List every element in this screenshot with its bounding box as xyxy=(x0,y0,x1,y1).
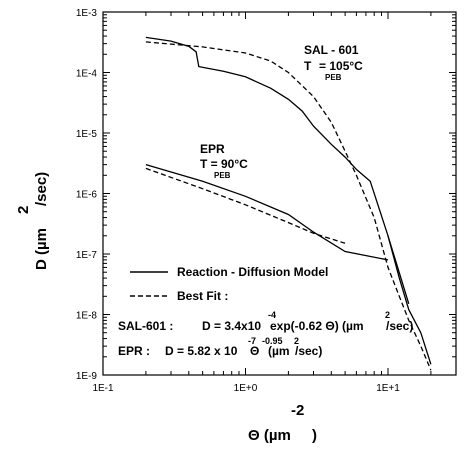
series-line-0 xyxy=(145,36,410,304)
y-tick-label: 1E-5 xyxy=(76,129,98,140)
svg-text:/sec): /sec) xyxy=(295,344,322,358)
series-group xyxy=(145,36,432,371)
series-line-4 xyxy=(387,235,432,365)
x-tick-label: 1E-1 xyxy=(92,383,114,394)
svg-text:/sec): /sec) xyxy=(386,319,413,333)
svg-text:PEB: PEB xyxy=(325,73,342,82)
svg-text:PEB: PEB xyxy=(214,171,231,180)
svg-text:SAL-601 :: SAL-601 : xyxy=(118,319,173,333)
svg-text:Reaction - Diffusion Model: Reaction - Diffusion Model xyxy=(177,265,328,279)
svg-text:): ) xyxy=(312,427,317,444)
svg-text:2: 2 xyxy=(15,206,32,214)
svg-text:T = 90°C: T = 90°C xyxy=(200,157,248,171)
svg-text:-2: -2 xyxy=(291,402,304,419)
svg-text:Best Fit :: Best Fit : xyxy=(177,289,228,303)
y-tick-label: 1E-4 xyxy=(76,69,98,80)
series-line-3 xyxy=(145,167,346,244)
svg-text:= 105°C: = 105°C xyxy=(319,59,363,73)
svg-text:2: 2 xyxy=(294,336,299,346)
series-line-2 xyxy=(145,163,389,261)
svg-text:EPR: EPR xyxy=(200,142,225,156)
x-tick-label: 1E+1 xyxy=(376,383,400,394)
svg-text:SAL - 601: SAL - 601 xyxy=(304,43,359,57)
svg-text:(µm: (µm xyxy=(268,344,290,358)
svg-text:Θ (µm: Θ (µm xyxy=(248,427,291,444)
y-axis-ticks: 1E-3 1E-4 1E-5 1E-6 1E-7 1E-8 1E-9 xyxy=(76,8,456,382)
svg-text:Θ: Θ xyxy=(250,344,259,358)
svg-text:2: 2 xyxy=(385,310,390,320)
svg-text:-7: -7 xyxy=(248,336,256,346)
svg-text:-4: -4 xyxy=(268,310,276,320)
y-tick-label: 1E-7 xyxy=(76,250,98,261)
epr-equation: EPR : D = 5.82 x 10 -7 Θ -0.95 (µm 2 /se… xyxy=(118,336,322,358)
x-axis-label: Θ (µm ) -2 xyxy=(248,402,317,444)
svg-text:exp(-0.62 Θ) (µm: exp(-0.62 Θ) (µm xyxy=(270,319,364,333)
svg-text:D = 5.82 x 10: D = 5.82 x 10 xyxy=(165,344,238,358)
y-tick-label: 1E-8 xyxy=(76,311,98,322)
legend: Reaction - Diffusion Model Best Fit : xyxy=(130,265,328,303)
svg-text:-0.95: -0.95 xyxy=(262,336,283,346)
x-axis-ticks: 1E-1 1E+0 1E+1 xyxy=(92,12,457,394)
svg-text:T: T xyxy=(304,59,312,73)
series-line-1 xyxy=(145,41,432,371)
sal-equation: SAL-601 : D = 3.4x10 -4 exp(-0.62 Θ) (µm… xyxy=(118,310,413,333)
svg-text:EPR :: EPR : xyxy=(118,344,150,358)
y-tick-label: 1E-9 xyxy=(76,371,98,382)
svg-text:D = 3.4x10: D = 3.4x10 xyxy=(202,319,261,333)
sal-annotation: SAL - 601 T = 105°C PEB xyxy=(304,43,363,82)
svg-text:D (µm/sec): D (µm/sec) xyxy=(33,172,50,270)
y-tick-label: 1E-6 xyxy=(76,190,98,201)
y-axis-label: D (µm/sec) 2 xyxy=(15,172,50,270)
y-tick-label: 1E-3 xyxy=(76,8,98,19)
x-tick-label: 1E+0 xyxy=(234,383,258,394)
epr-annotation: EPR T = 90°C PEB xyxy=(200,142,248,180)
